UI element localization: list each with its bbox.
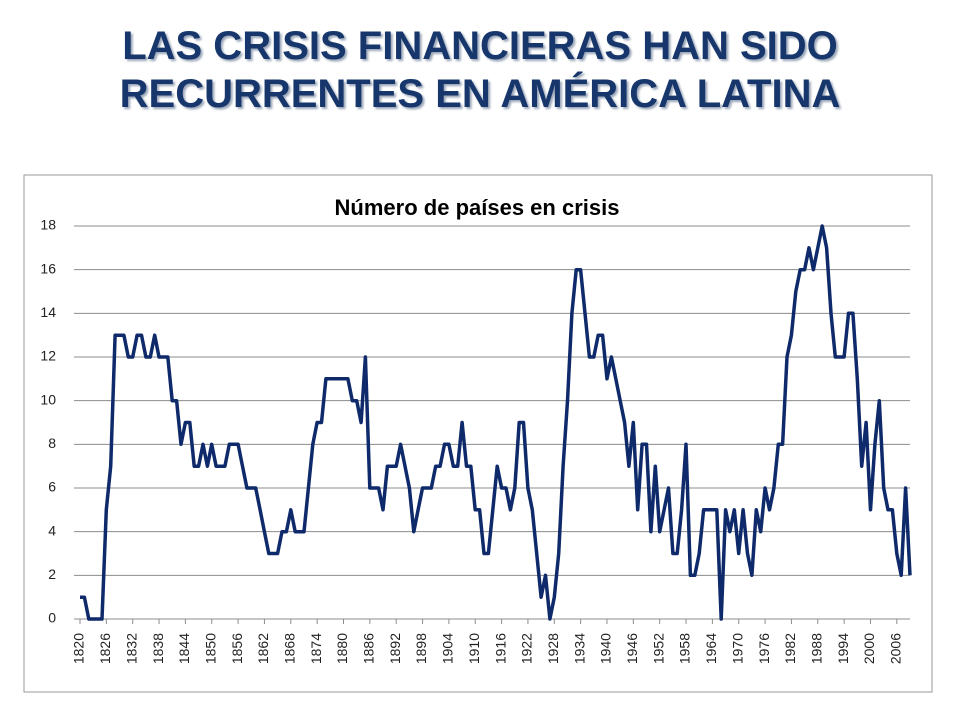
x-tick-label: 2000 (861, 633, 877, 664)
x-tick-label: 1904 (440, 633, 456, 664)
chart-frame (23, 174, 933, 693)
x-tick-label: 1976 (756, 633, 772, 664)
y-tick-label: 12 (40, 348, 56, 364)
y-tick-label: 16 (40, 260, 56, 276)
y-tick-label: 0 (48, 610, 56, 626)
y-tick-label: 18 (40, 217, 56, 233)
data-line (80, 224, 912, 621)
x-tick-label: 1922 (519, 633, 535, 664)
y-tick-label: 6 (48, 479, 56, 495)
x-tick-label: 1868 (281, 633, 297, 664)
x-tick-label: 1988 (808, 633, 824, 664)
x-tick-label: 1916 (492, 633, 508, 664)
y-tick-label: 14 (40, 304, 56, 320)
x-tick-label: 1982 (782, 633, 798, 664)
x-tick-label: 1910 (466, 633, 482, 664)
y-tick-label: 10 (40, 391, 56, 407)
x-tick-label: 1940 (598, 633, 614, 664)
y-tick-label: 4 (48, 522, 56, 538)
x-tick-label: 1946 (624, 633, 640, 664)
x-tick-label: 2006 (888, 633, 904, 664)
x-tick-label: 1958 (677, 633, 693, 664)
x-tick-label: 1898 (413, 633, 429, 664)
x-tick-label: 1886 (361, 633, 377, 664)
x-tick-label: 1970 (729, 633, 745, 664)
x-tick-label: 1826 (97, 633, 113, 664)
x-tick-label: 1850 (202, 633, 218, 664)
x-tick-label: 1820 (71, 633, 87, 664)
x-tick-label: 1874 (308, 633, 324, 664)
x-tick-label: 1928 (545, 633, 561, 664)
chart-title: Número de países en crisis (335, 195, 620, 220)
x-tick-label: 1994 (835, 633, 851, 664)
x-tick-label: 1964 (703, 633, 719, 664)
x-tick-label: 1832 (123, 633, 139, 664)
x-tick-label: 1952 (650, 633, 666, 664)
y-tick-label: 8 (48, 435, 56, 451)
x-tick-label: 1934 (571, 633, 587, 664)
x-tick-label: 1856 (229, 633, 245, 664)
x-tick-label: 1880 (334, 633, 350, 664)
x-tick-label: 1844 (176, 633, 192, 664)
y-tick-label: 2 (48, 566, 56, 582)
x-tick-label: 1892 (387, 633, 403, 664)
x-tick-label: 1838 (150, 633, 166, 664)
slide-title: LAS CRISIS FINANCIERAS HAN SIDO RECURREN… (119, 24, 841, 116)
x-tick-label: 1862 (255, 633, 271, 664)
